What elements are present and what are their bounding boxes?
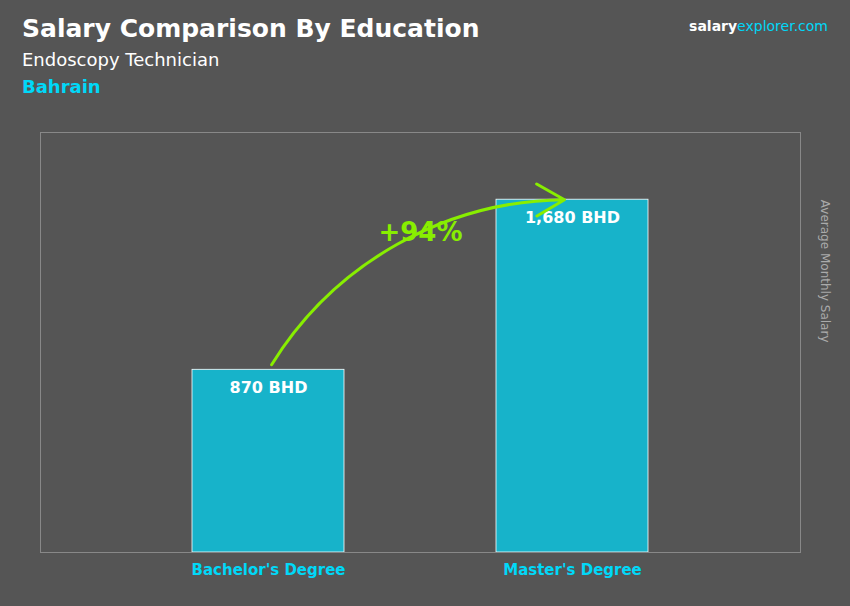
svg-text:Average Monthly Salary: Average Monthly Salary bbox=[818, 200, 832, 343]
svg-text:870 BHD: 870 BHD bbox=[230, 378, 308, 397]
html-text:Salary Comparison By Education: Salary Comparison By Education bbox=[22, 14, 480, 43]
html-text:Endoscopy Technician: Endoscopy Technician bbox=[22, 49, 220, 70]
svg-text:Master's Degree: Master's Degree bbox=[503, 561, 642, 579]
svg-text:Bachelor's Degree: Bachelor's Degree bbox=[192, 561, 346, 579]
html-text:salary explorer.com: salary explorer.com bbox=[689, 18, 828, 34]
html-text:Bahrain: Bahrain bbox=[22, 76, 101, 97]
svg-text:1,680 BHD: 1,680 BHD bbox=[525, 208, 620, 227]
svg-text:+94%: +94% bbox=[378, 217, 462, 247]
